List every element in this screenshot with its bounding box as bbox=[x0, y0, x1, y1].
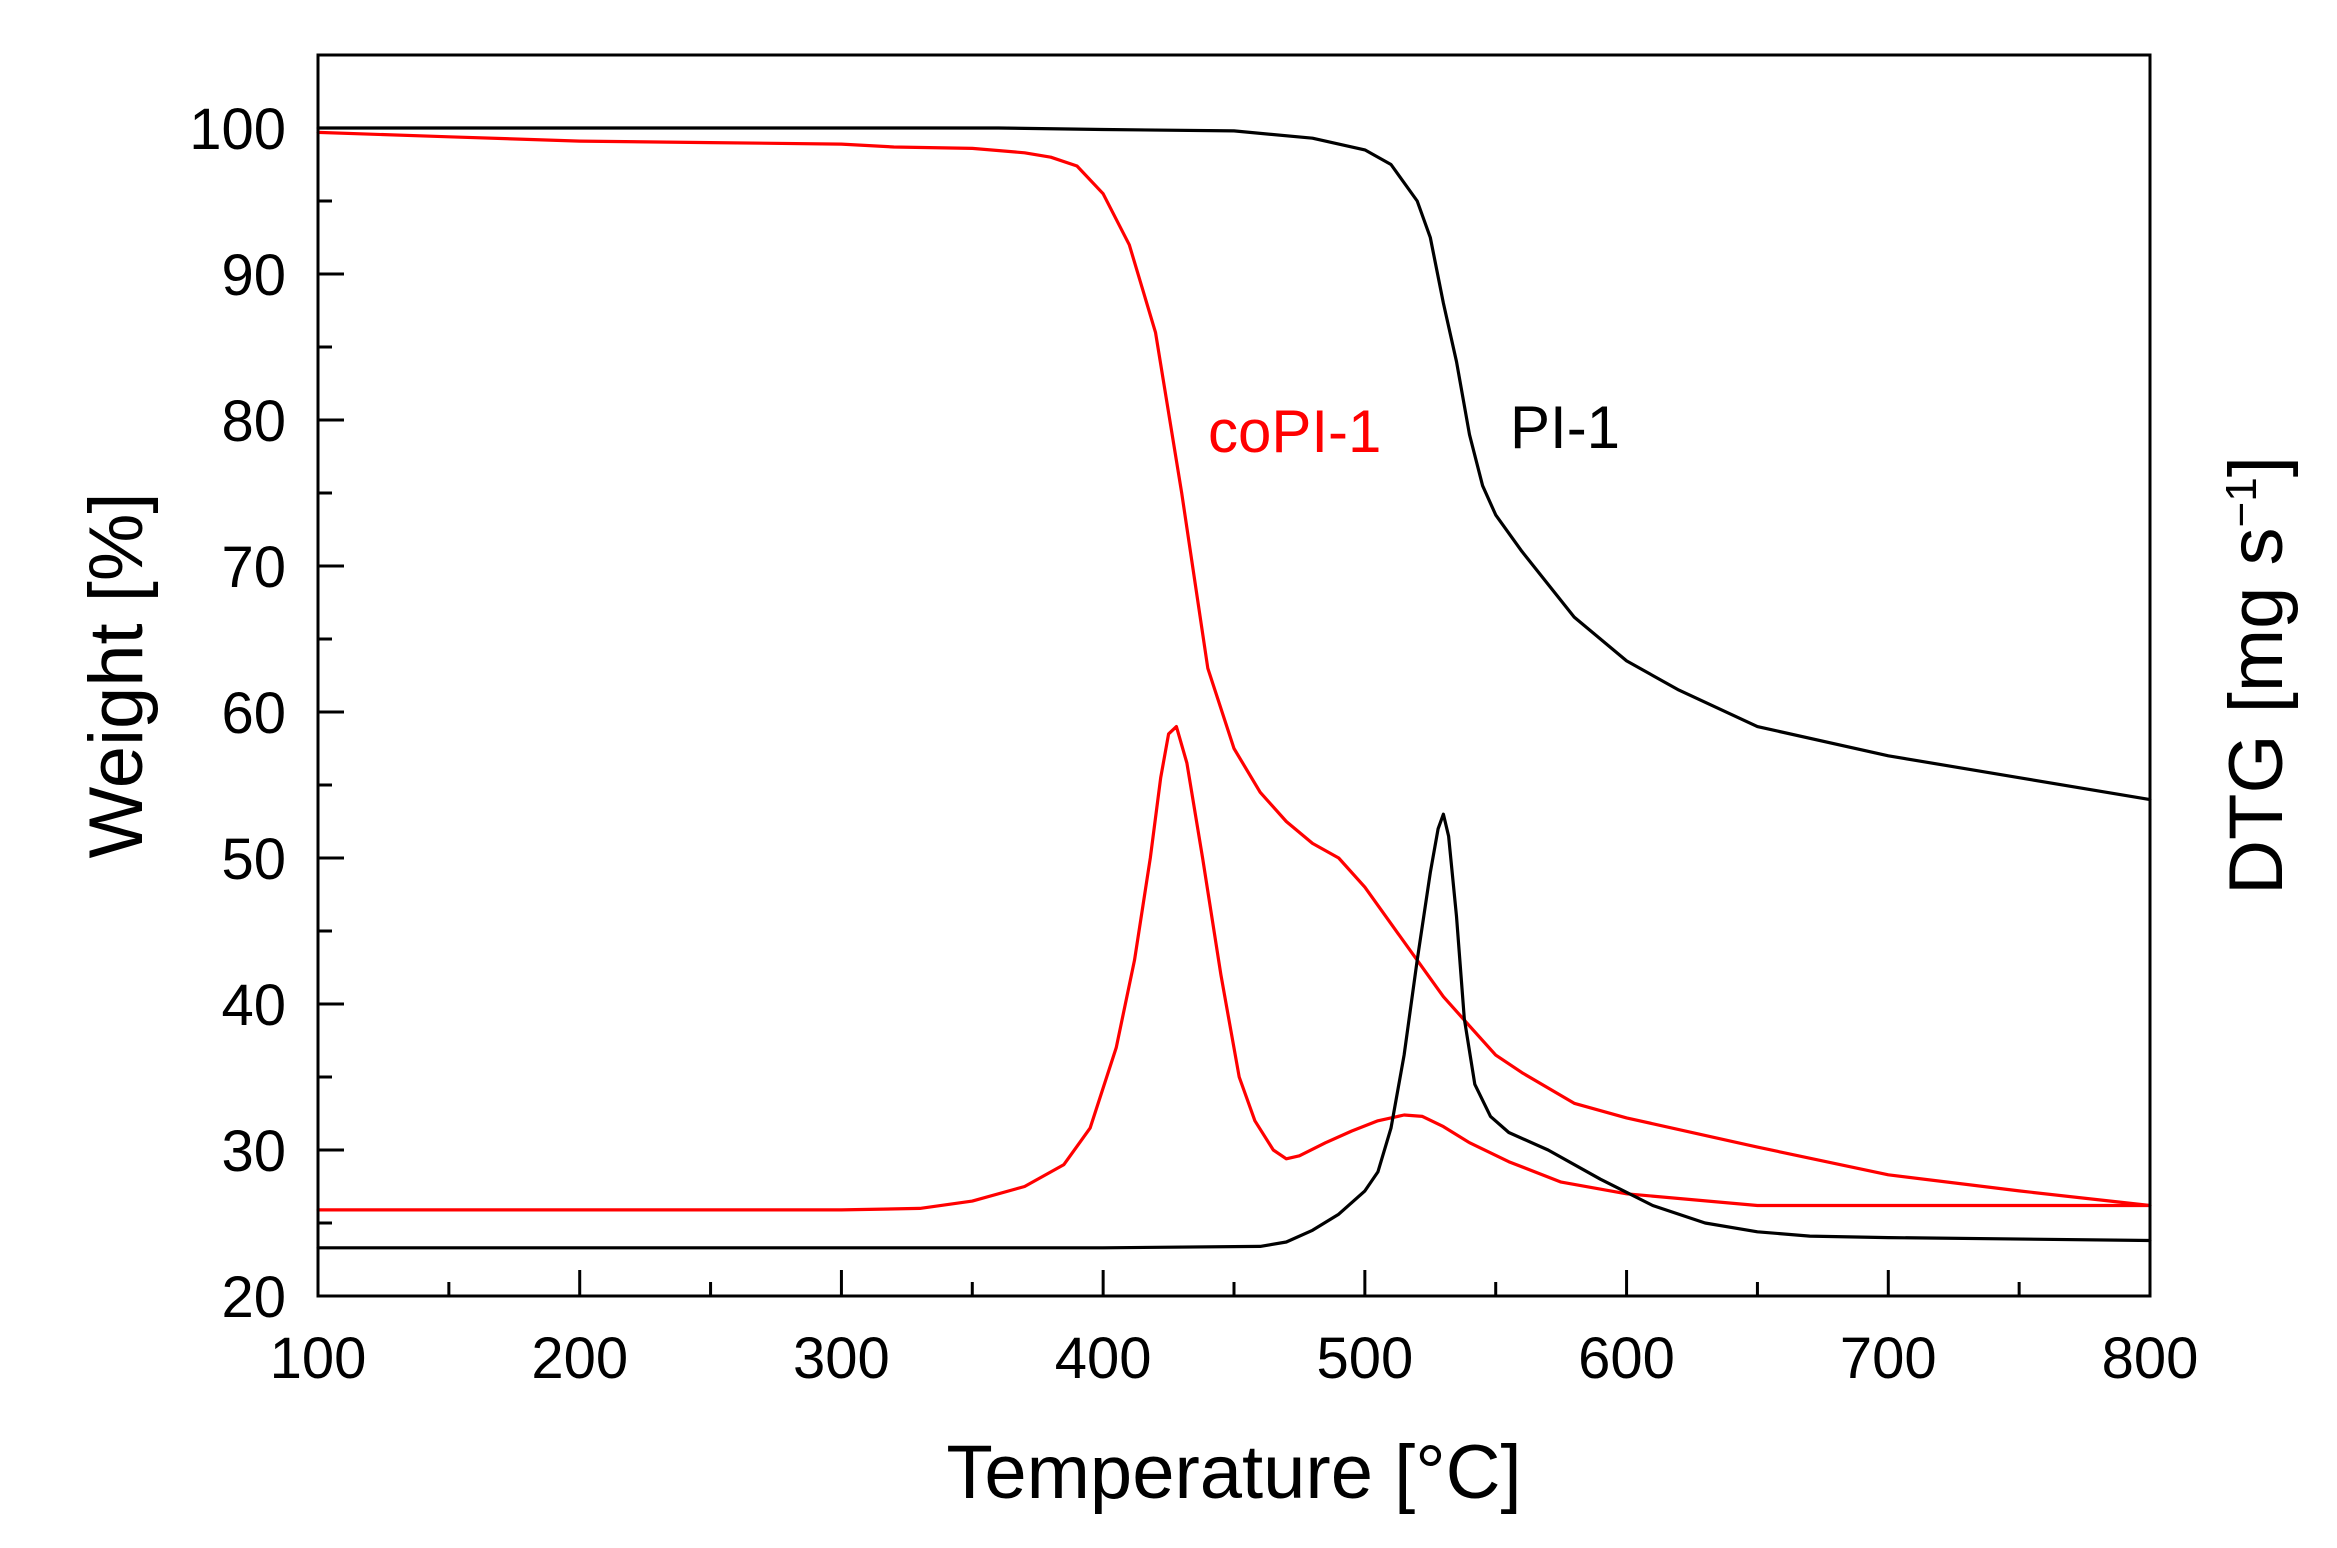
series-layer bbox=[316, 126, 2152, 1250]
y-tick-label: 20 bbox=[221, 1265, 286, 1330]
x-tick-label: 100 bbox=[270, 1326, 367, 1391]
annotation-pi-1: PI-1 bbox=[1510, 394, 1620, 461]
y-tick-label: 30 bbox=[221, 1119, 286, 1184]
y2-axis-title-superscript: −1 bbox=[2217, 477, 2266, 527]
x-tick-label: 200 bbox=[531, 1326, 628, 1391]
y-tick-label: 40 bbox=[221, 973, 286, 1038]
series-line-pi-1-dtg bbox=[316, 812, 2152, 1250]
y-tick-label: 60 bbox=[221, 681, 286, 746]
y-tick-label: 80 bbox=[221, 389, 286, 454]
y-tick-label: 70 bbox=[221, 535, 286, 600]
x-tick-label: 300 bbox=[793, 1326, 890, 1391]
series-line-copi-1 bbox=[316, 130, 2152, 1208]
plot-area-frame bbox=[316, 53, 2152, 1298]
x-tick-label: 600 bbox=[1578, 1326, 1675, 1391]
labels-layer: 100 200 300 400 500 600 700 800 20 30 40 50 60 70 80 90… bbox=[189, 97, 2198, 1391]
y-axis-title: Weight [%] bbox=[74, 492, 159, 858]
series-line-copi-1-dtg bbox=[316, 724, 2152, 1212]
series-line-pi-1 bbox=[316, 126, 2152, 802]
y-tick-label: 50 bbox=[221, 827, 286, 892]
y-tick-label: 100 bbox=[189, 97, 286, 162]
annotation-copi-1: coPI-1 bbox=[1208, 398, 1381, 465]
x-tick-label: 400 bbox=[1055, 1326, 1152, 1391]
x-axis-title: Temperature [°C] bbox=[946, 1430, 1521, 1515]
ticks-layer bbox=[316, 53, 2152, 1298]
x-tick-label: 500 bbox=[1316, 1326, 1413, 1391]
y2-axis-title: DTG [mg s−1] bbox=[2214, 456, 2299, 895]
x-tick-label: 800 bbox=[2102, 1326, 2199, 1391]
y2-axis-title-end: ] bbox=[2214, 456, 2299, 477]
y2-axis-title-base: DTG [mg s bbox=[2214, 527, 2299, 894]
x-tick-label: 700 bbox=[1840, 1326, 1937, 1391]
y-tick-label: 90 bbox=[221, 243, 286, 308]
